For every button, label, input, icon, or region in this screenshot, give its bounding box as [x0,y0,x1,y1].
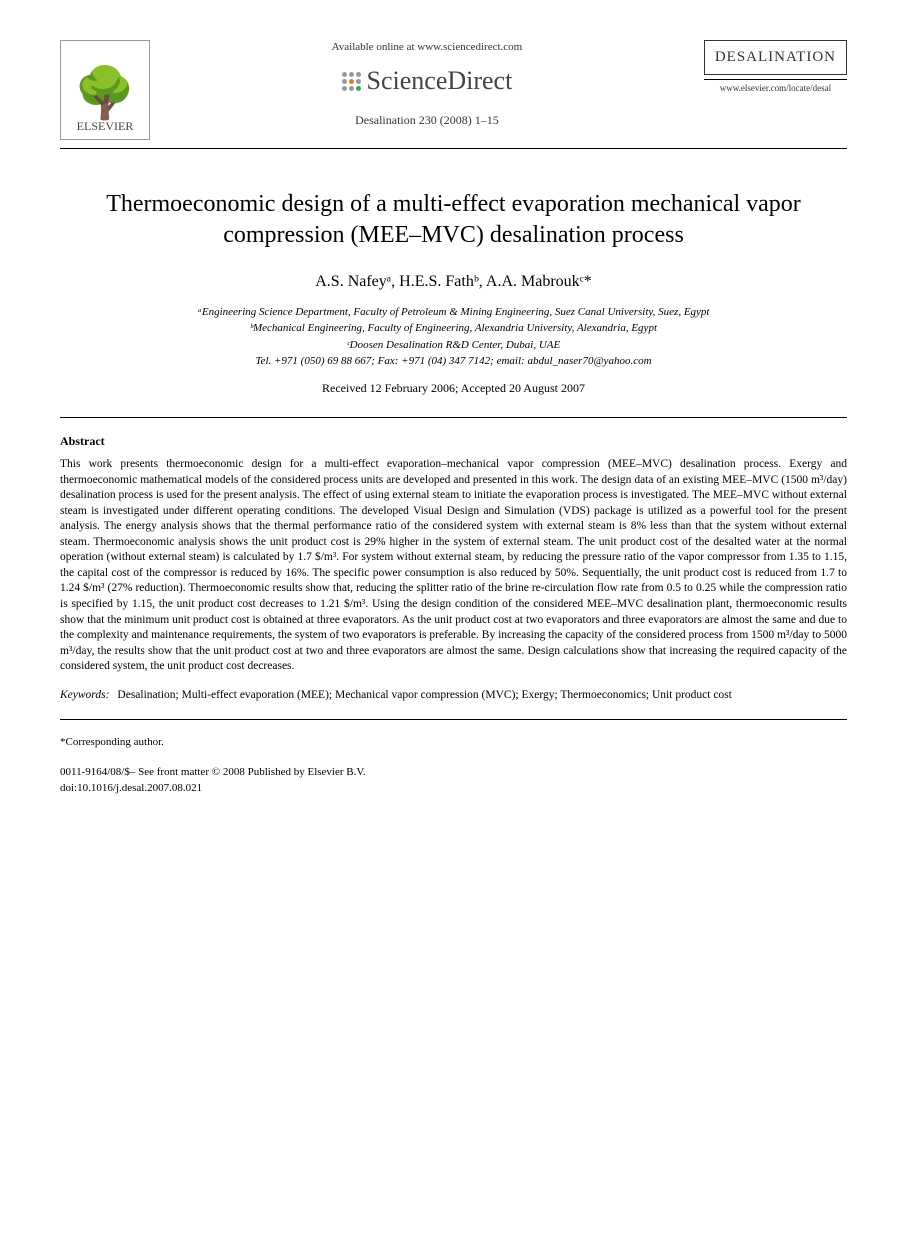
header-divider [60,148,847,149]
corresponding-author-note: *Corresponding author. [60,735,847,750]
article-title: Thermoeconomic design of a multi-effect … [100,189,807,251]
abstract-top-divider [60,417,847,418]
keywords-block: Keywords: Desalination; Multi-effect eva… [60,687,847,704]
sciencedirect-block: Available online at www.sciencedirect.co… [150,40,704,129]
abstract-bottom-divider [60,719,847,720]
journal-url: www.elsevier.com/locate/desal [704,79,847,95]
journal-name-box: DESALINATION [704,40,847,75]
tree-icon: 🌳 [74,68,136,118]
sd-dots-icon [342,72,361,91]
keywords-label: Keywords: [60,687,109,704]
available-online-text: Available online at www.sciencedirect.co… [170,40,684,55]
footer-block: 0011-9164/08/$– See front matter © 2008 … [60,765,847,796]
copyright-line: 0011-9164/08/$– See front matter © 2008 … [60,765,847,780]
affiliation-a: ᵃEngineering Science Department, Faculty… [60,304,847,321]
publisher-name: ELSEVIER [77,118,134,135]
journal-reference: Desalination 230 (2008) 1–15 [170,112,684,129]
abstract-heading: Abstract [60,433,847,450]
affiliation-b: ᵇMechanical Engineering, Faculty of Engi… [60,320,847,337]
header-row: 🌳 ELSEVIER Available online at www.scien… [60,40,847,140]
affiliation-contact: Tel. +971 (050) 69 88 667; Fax: +971 (04… [60,353,847,370]
affiliation-c: ᶜDoosen Desalination R&D Center, Dubai, … [60,337,847,354]
elsevier-logo: 🌳 ELSEVIER [60,40,150,140]
journal-box-wrapper: DESALINATION www.elsevier.com/locate/des… [704,40,847,95]
sciencedirect-logo: ScienceDirect [170,63,684,99]
abstract-text: This work presents thermoeconomic design… [60,457,847,674]
keywords-text: Desalination; Multi-effect evaporation (… [117,687,731,704]
platform-name: ScienceDirect [367,63,513,99]
authors-list: A.S. Nafeyᵃ, H.E.S. Fathᵇ, A.A. Mabroukᶜ… [60,271,847,293]
affiliations-block: ᵃEngineering Science Department, Faculty… [60,304,847,370]
doi-line: doi:10.1016/j.desal.2007.08.021 [60,781,847,796]
article-dates: Received 12 February 2006; Accepted 20 A… [60,380,847,397]
